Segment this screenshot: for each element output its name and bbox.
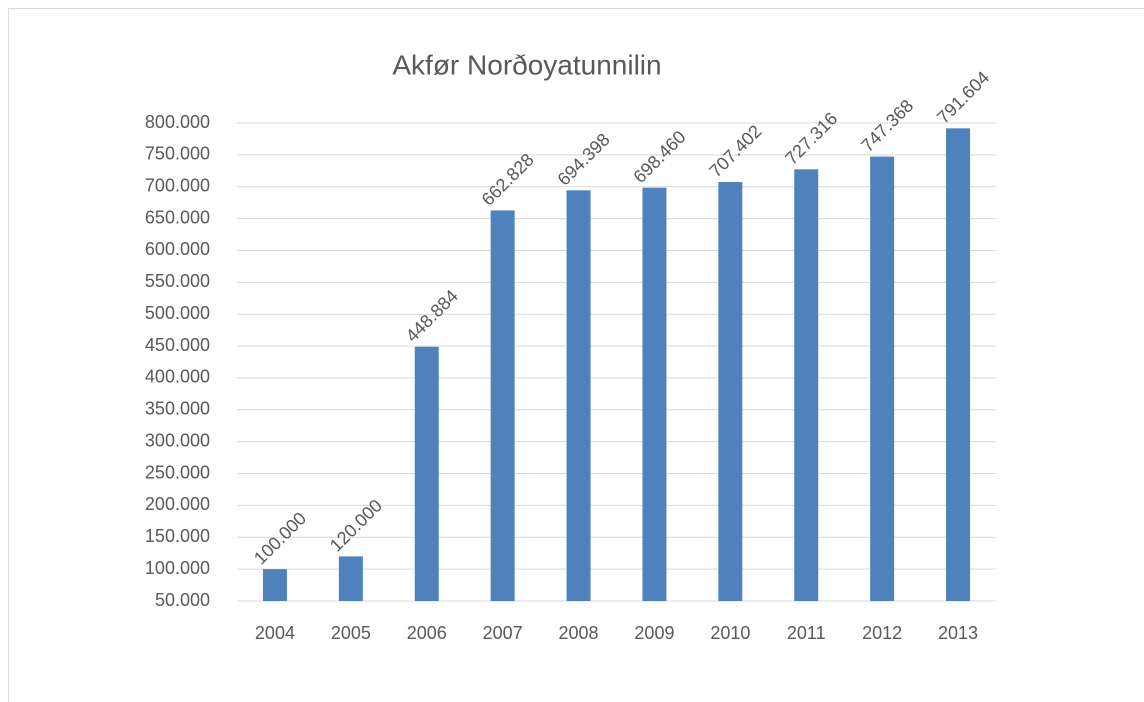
bar (794, 169, 819, 602)
bar (946, 128, 971, 601)
x-tick-label: 2007 (483, 623, 523, 643)
x-tick-label: 2013 (938, 623, 978, 643)
y-tick-label: 550.000 (145, 271, 210, 291)
bar (642, 187, 667, 601)
y-tick-label: 500.000 (145, 303, 210, 323)
bar (414, 346, 439, 601)
bar (338, 556, 363, 601)
x-tick-label: 2009 (634, 623, 674, 643)
y-tick-label: 100.000 (145, 558, 210, 578)
y-tick-label: 150.000 (145, 526, 210, 546)
y-tick-label: 450.000 (145, 335, 210, 355)
y-tick-label: 350.000 (145, 399, 210, 419)
y-tick-label: 400.000 (145, 367, 210, 387)
bar (490, 210, 515, 601)
x-tick-label: 2012 (862, 623, 902, 643)
x-tick-label: 2005 (331, 623, 371, 643)
bar (870, 156, 895, 601)
y-tick-label: 300.000 (145, 430, 210, 450)
bar (262, 569, 287, 601)
x-tick-label: 2004 (255, 623, 295, 643)
x-tick-label: 2008 (559, 623, 599, 643)
y-tick-label: 250.000 (145, 462, 210, 482)
y-tick-label: 800.000 (145, 112, 210, 132)
y-tick-label: 50.000 (155, 590, 210, 610)
chart-title: Akfør Norðoyatunnilin (392, 49, 661, 80)
x-tick-label: 2011 (787, 623, 826, 643)
y-tick-label: 600.000 (145, 239, 210, 259)
y-tick-label: 200.000 (145, 494, 210, 514)
x-tick-label: 2006 (407, 623, 447, 643)
y-tick-label: 700.000 (145, 175, 210, 195)
chart-frame (8, 8, 1144, 702)
y-tick-label: 750.000 (145, 144, 210, 164)
y-tick-label: 650.000 (145, 207, 210, 227)
bar (566, 190, 591, 601)
x-tick-label: 2010 (710, 623, 750, 643)
bar (718, 182, 743, 601)
